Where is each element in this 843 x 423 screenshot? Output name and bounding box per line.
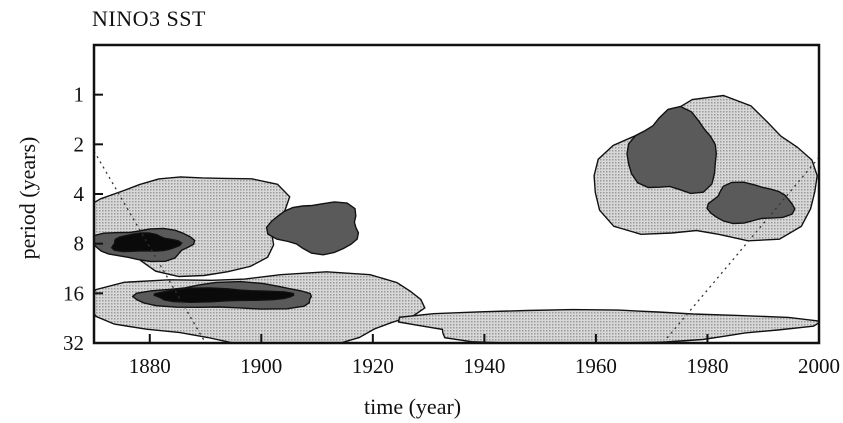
x-tick-label: 1980 (686, 354, 728, 378)
x-tick-label: 2000 (798, 354, 840, 378)
cone-of-influence-right (662, 156, 819, 343)
power-contour-level-1 (397, 308, 819, 343)
y-tick-label: 32 (63, 331, 84, 355)
power-contour-level-3 (110, 232, 183, 253)
y-tick-label: 16 (63, 281, 84, 305)
y-tick-label: 4 (74, 182, 85, 206)
y-axis-label: period (years) (15, 136, 40, 260)
x-tick-label: 1880 (129, 354, 171, 378)
y-tick-label: 8 (74, 232, 85, 256)
x-tick-label: 1900 (240, 354, 282, 378)
y-tick-label: 2 (74, 132, 85, 156)
power-contour-level-2 (626, 105, 718, 195)
power-contour-level-2 (265, 201, 360, 256)
y-tick-label: 1 (74, 83, 85, 107)
cone-of-influence-left (94, 150, 207, 343)
x-tick-label: 1920 (352, 354, 394, 378)
x-tick-label: 1940 (463, 354, 505, 378)
x-tick-label: 1960 (575, 354, 617, 378)
power-contour-level-3 (153, 287, 295, 304)
x-axis-label: time (year) (364, 394, 462, 419)
plot-area (94, 45, 819, 343)
chart-title: NINO3 SST (92, 6, 206, 31)
